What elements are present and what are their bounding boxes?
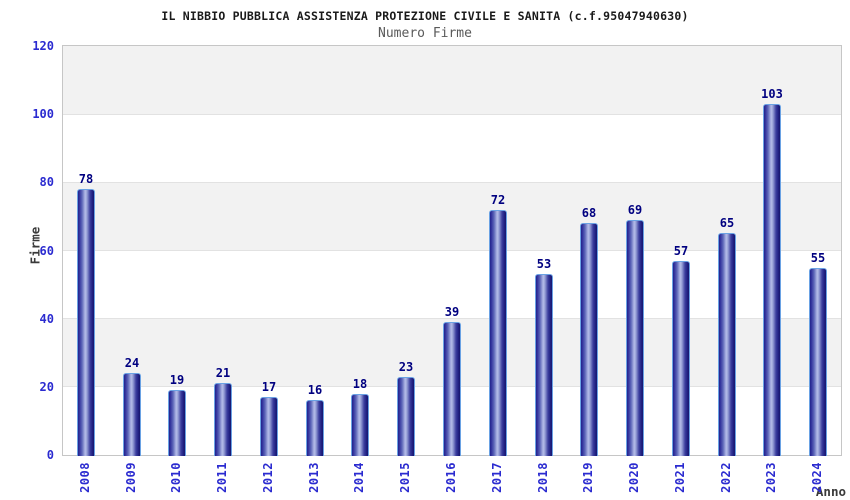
- bar: [123, 373, 141, 456]
- y-tick-label: 0: [46, 448, 54, 462]
- bar: [397, 377, 415, 456]
- bar-value-label: 78: [78, 172, 94, 186]
- x-tick-label: 2010: [169, 462, 183, 493]
- x-tick-label: 2014: [352, 462, 366, 493]
- x-tick-label: 2013: [307, 462, 321, 493]
- bar-value-label: 18: [352, 377, 368, 391]
- x-tick-label: 2021: [673, 462, 687, 493]
- bar: [489, 210, 507, 456]
- x-tick-label: 2017: [490, 462, 504, 493]
- bar: [672, 261, 690, 456]
- bar: [214, 383, 232, 456]
- x-tick-label: 2008: [78, 462, 92, 493]
- chart-title: IL NIBBIO PUBBLICA ASSISTENZA PROTEZIONE…: [161, 9, 689, 23]
- bar-value-label: 19: [169, 373, 185, 387]
- bar-value-label: 16: [307, 383, 323, 397]
- bar: [260, 397, 278, 456]
- bar: [763, 104, 781, 456]
- y-tick-label: 100: [32, 107, 54, 122]
- bar: [580, 223, 598, 456]
- bar-value-label: 65: [719, 216, 735, 230]
- bar: [626, 220, 644, 456]
- x-tick-label: 2016: [444, 462, 458, 493]
- x-tick-label: 2023: [764, 462, 778, 493]
- bar-value-label: 21: [215, 366, 231, 380]
- bar-value-label: 53: [536, 257, 552, 271]
- x-tick-label: 2020: [627, 462, 641, 493]
- bar-value-label: 24: [124, 356, 140, 370]
- gridline: [63, 318, 841, 320]
- bar-value-label: 68: [581, 206, 597, 220]
- bar-value-label: 69: [627, 203, 643, 217]
- x-tick-label: 2011: [215, 462, 229, 493]
- bar-value-label: 39: [444, 305, 460, 319]
- bar: [718, 233, 736, 456]
- bar-value-label: 57: [673, 244, 689, 258]
- bar: [443, 322, 461, 456]
- bar: [535, 274, 553, 456]
- x-tick-label: 2024: [810, 462, 824, 493]
- x-tick-label: 2019: [581, 462, 595, 493]
- x-tick-label: 2022: [719, 462, 733, 493]
- y-tick-label: 60: [39, 243, 54, 258]
- bar-value-label: 72: [490, 193, 506, 207]
- y-tick-label: 80: [39, 175, 54, 190]
- y-tick-label: 40: [39, 311, 54, 326]
- gridline: [63, 181, 841, 183]
- x-tick-label: 2015: [398, 462, 412, 493]
- bar-value-label: 23: [398, 360, 414, 374]
- bar: [809, 268, 827, 456]
- bar: [168, 390, 186, 456]
- x-tick-label: 2012: [261, 462, 275, 493]
- bar-value-label: 17: [261, 380, 277, 394]
- chart-subtitle: Numero Firme: [378, 26, 472, 41]
- gridline: [63, 250, 841, 251]
- bar: [77, 189, 95, 456]
- bar-value-label: 55: [810, 251, 826, 265]
- y-tick-label: 120: [32, 39, 54, 53]
- x-tick-label: 2009: [124, 462, 138, 493]
- x-axis-title: Anno: [815, 484, 846, 499]
- gridline: [63, 113, 841, 115]
- x-tick-label: 2018: [536, 462, 550, 493]
- bar: [351, 394, 369, 456]
- bar: [306, 400, 324, 456]
- bar-value-label: 103: [761, 87, 783, 101]
- y-tick-label: 20: [39, 379, 54, 394]
